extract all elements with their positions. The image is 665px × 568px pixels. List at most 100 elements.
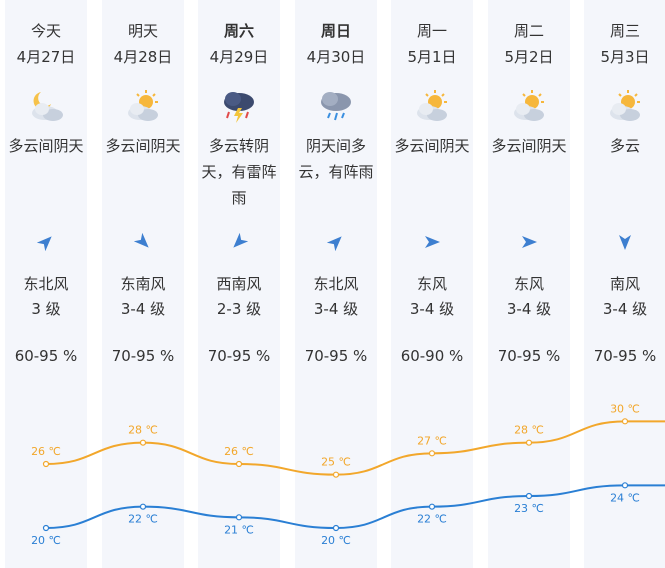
- high-temp-point: [139, 439, 147, 446]
- high-temp-point: [235, 460, 243, 468]
- shower-rain-icon: [317, 88, 355, 126]
- humidity-range: 60-95 %: [14, 347, 78, 365]
- date-label: 4月29日: [209, 48, 269, 66]
- day-label: 周日: [320, 22, 351, 40]
- date-label: 4月27日: [16, 48, 76, 66]
- humidity-range: 70-95 %: [207, 347, 271, 365]
- weather-description: 多云间阴天: [480, 133, 578, 159]
- forecast-day-column: 周二 5月2日 多云间阴天 东风 3-4 级 70-95 %: [488, 0, 570, 568]
- wind-direction: 南风: [609, 275, 640, 293]
- wind-direction: 东北风: [313, 275, 359, 293]
- weather-description-line: 多云间阴天: [8, 137, 84, 155]
- wind-arrow-east-icon: [520, 233, 538, 251]
- wind-direction: 东北风: [23, 275, 69, 293]
- date-label: 5月1日: [407, 48, 457, 66]
- wind-arrow-east-icon: [423, 233, 441, 251]
- weather-description-line: 云，有阵雨: [298, 163, 374, 181]
- forecast-day-column: 周六 4月29日 多云转阴天，有雷阵雨 西南风 2-3 级 70-95 %: [198, 0, 280, 568]
- high-temp-point: [42, 460, 50, 468]
- date-label: 4月30日: [306, 48, 366, 66]
- wind-arrow-southwest-icon: [230, 232, 249, 251]
- wind-level: 2-3 级: [216, 300, 262, 318]
- wind-arrow-southeast-icon: [133, 232, 152, 251]
- partly-cloudy-day-icon: [124, 88, 162, 126]
- wind-level: 3-4 级: [602, 300, 648, 318]
- high-temp-line: [45, 420, 665, 476]
- weather-description-line: 多云间阴天: [105, 137, 181, 155]
- weather-description: 多云转阴天，有雷阵雨: [190, 133, 288, 211]
- low-temp-label: 20 ℃: [31, 534, 61, 547]
- high-temp-point: [525, 439, 533, 446]
- low-temp-point: [235, 514, 243, 521]
- wind-level: 3-4 级: [120, 300, 166, 318]
- weather-description-line: 多云间阴天: [491, 137, 567, 155]
- low-temp-point: [621, 482, 629, 489]
- low-temp-point: [139, 503, 147, 510]
- high-temp-label: 26 ℃: [31, 445, 61, 458]
- date-label: 5月2日: [504, 48, 554, 66]
- high-temp-label: 26 ℃: [224, 445, 254, 458]
- weather-description: 多云间阴天: [0, 133, 95, 159]
- weather-description-line: 多云转阴: [208, 137, 269, 155]
- high-temp-point: [621, 418, 629, 425]
- wind-direction: 东南风: [120, 275, 166, 293]
- forecast-day-column: 周一 5月1日 多云间阴天 东风 3-4 级 60-90 %: [391, 0, 473, 568]
- wind-level: 3 级: [31, 300, 61, 318]
- partly-cloudy-day-icon: [606, 88, 644, 126]
- weather-description-line: 多云: [609, 137, 640, 155]
- day-label: 今天: [30, 22, 61, 40]
- high-temp-label: 28 ℃: [128, 424, 158, 437]
- high-temp-label: 27 ℃: [417, 434, 447, 447]
- weather-description: 多云间阴天: [94, 133, 192, 159]
- wind-arrow-northeast-icon: [326, 233, 345, 252]
- weather-description: 阴天间多云，有阵雨: [287, 133, 385, 185]
- wind-arrow-south-icon: [616, 233, 634, 251]
- day-label: 周一: [416, 22, 447, 40]
- low-temp-point: [332, 524, 340, 532]
- high-temp-label: 30 ℃: [610, 402, 640, 415]
- low-temp-label: 24 ℃: [610, 491, 640, 504]
- wind-level: 3-4 级: [506, 300, 552, 318]
- wind-direction: 东风: [416, 275, 447, 293]
- date-label: 5月3日: [600, 48, 650, 66]
- low-temp-label: 23 ℃: [514, 502, 544, 515]
- low-temp-point: [42, 524, 50, 532]
- day-label: 明天: [127, 22, 158, 40]
- wind-direction: 东风: [513, 275, 544, 293]
- day-label: 周二: [513, 22, 544, 40]
- weather-description-line: 天，有雷阵: [201, 163, 277, 181]
- humidity-range: 60-90 %: [400, 347, 464, 365]
- wind-level: 3-4 级: [409, 300, 455, 318]
- forecast-day-column: 周三 5月3日 多云 南风 3-4 级 70-95 %: [584, 0, 665, 568]
- low-temp-label: 22 ℃: [417, 513, 447, 526]
- humidity-range: 70-95 %: [111, 347, 175, 365]
- day-label: 周六: [223, 22, 254, 40]
- thunderstorm-icon: [220, 88, 258, 126]
- high-temp-label: 25 ℃: [321, 456, 351, 469]
- wind-direction: 西南风: [216, 275, 262, 293]
- low-temp-label: 20 ℃: [321, 534, 351, 547]
- forecast-day-column: 今天 4月27日 多云间阴天 东北风 3 级 60-95 %: [5, 0, 87, 568]
- day-label: 周三: [609, 22, 640, 40]
- low-temp-label: 21 ℃: [224, 523, 254, 536]
- humidity-range: 70-95 %: [497, 347, 561, 365]
- wind-level: 3-4 级: [313, 300, 359, 318]
- high-temp-point: [428, 450, 436, 457]
- partly-cloudy-night-icon: [27, 88, 65, 126]
- partly-cloudy-day-icon: [413, 88, 451, 126]
- date-label: 4月28日: [113, 48, 173, 66]
- weather-description-line: 雨: [231, 189, 247, 207]
- low-temp-label: 22 ℃: [128, 513, 158, 526]
- weather-description-line: 阴天间多: [305, 137, 366, 155]
- weather-description: 多云间阴天: [383, 133, 481, 159]
- high-temp-label: 28 ℃: [514, 424, 544, 437]
- forecast-day-column: 明天 4月28日 多云间阴天 东南风 3-4 级 70-95 %: [102, 0, 184, 568]
- wind-arrow-northeast-icon: [36, 233, 55, 252]
- humidity-range: 70-95 %: [304, 347, 368, 365]
- low-temp-point: [525, 492, 533, 500]
- weather-description-line: 多云间阴天: [394, 137, 470, 155]
- low-temp-point: [428, 503, 436, 510]
- low-temp-line: [45, 484, 665, 530]
- weather-description: 多云: [576, 133, 665, 159]
